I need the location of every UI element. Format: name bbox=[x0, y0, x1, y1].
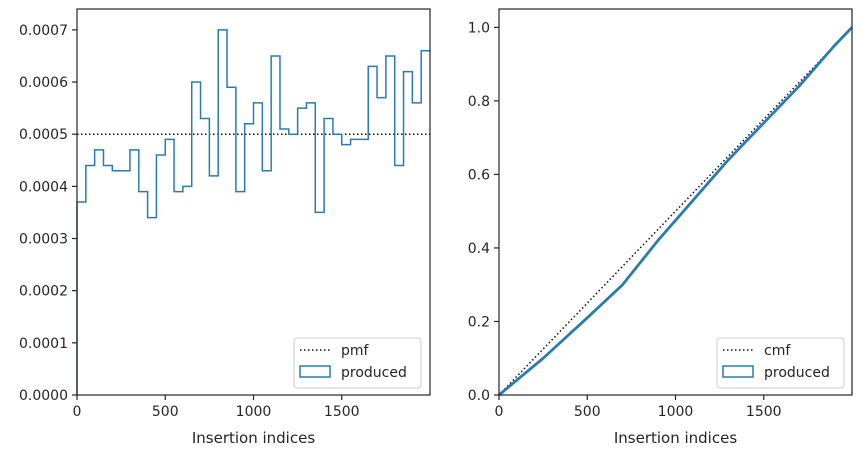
right-y-tick-label: 0.6 bbox=[468, 167, 490, 183]
right-y-tick-label: 0.2 bbox=[468, 314, 490, 330]
left-x-axis-title: Insertion indices bbox=[192, 429, 315, 447]
produced-histogram-steps bbox=[76, 29, 430, 395]
left-y-tick-label: 0.0001 bbox=[19, 336, 68, 352]
left-x-tick-label: 1000 bbox=[236, 404, 272, 420]
right-x-tick-label: 500 bbox=[574, 404, 601, 420]
produced-cumulative-line bbox=[498, 26, 854, 397]
left-y-tick-label: 0.0000 bbox=[19, 388, 68, 404]
pmf-histogram-chart: 0 500 1000 1500 0.0000 0.0001 0.0002 0.0003 0.00… bbox=[19, 8, 431, 447]
left-legend-produced-swatch bbox=[299, 365, 331, 378]
cmf-cumulative-chart: 0 500 1000 1500 0.0 0.2 0.4 0.6 0.8 1.0 Insertion… bbox=[468, 8, 854, 447]
left-y-tick-label: 0.0006 bbox=[19, 75, 68, 91]
right-x-tick-label: 0 bbox=[495, 404, 504, 420]
right-legend-produced-label: produced bbox=[764, 365, 830, 381]
left-x-tick-label: 500 bbox=[152, 404, 179, 420]
left-y-tick-label: 0.0007 bbox=[19, 23, 68, 39]
right-x-axis-title: Insertion indices bbox=[614, 429, 737, 447]
left-x-tick-label: 1500 bbox=[324, 404, 360, 420]
right-y-tick-label: 0.8 bbox=[468, 94, 490, 110]
right-legend-produced-swatch bbox=[722, 365, 754, 378]
left-y-tick-label: 0.0002 bbox=[19, 284, 68, 300]
right-legend: cmf produced bbox=[716, 337, 845, 389]
right-y-tick-label: 1.0 bbox=[468, 20, 490, 36]
right-legend-cmf-label: cmf bbox=[764, 343, 791, 359]
right-plot-content bbox=[498, 26, 854, 397]
left-legend: pmf produced bbox=[293, 337, 422, 389]
left-legend-pmf-label: pmf bbox=[341, 343, 370, 359]
left-legend-produced-label: produced bbox=[341, 365, 407, 381]
right-axes-frame bbox=[498, 8, 853, 396]
cmf-reference-line bbox=[498, 26, 853, 396]
left-y-tick-label: 0.0004 bbox=[19, 179, 68, 195]
right-y-tick-label: 0.4 bbox=[468, 241, 490, 257]
right-x-tick-label: 1000 bbox=[658, 404, 694, 420]
left-x-tick-label: 0 bbox=[73, 404, 82, 420]
right-y-tick-label: 0.0 bbox=[468, 388, 490, 404]
left-tick-group: 0 500 1000 1500 0.0000 0.0001 0.0002 0.0003 0.00… bbox=[19, 23, 360, 420]
right-x-tick-label: 1500 bbox=[746, 404, 782, 420]
left-plot-content bbox=[76, 29, 430, 395]
left-y-tick-label: 0.0005 bbox=[19, 127, 68, 143]
left-y-tick-label: 0.0003 bbox=[19, 232, 68, 248]
right-tick-group: 0 500 1000 1500 0.0 0.2 0.4 0.6 0.8 1.0 bbox=[468, 20, 782, 420]
